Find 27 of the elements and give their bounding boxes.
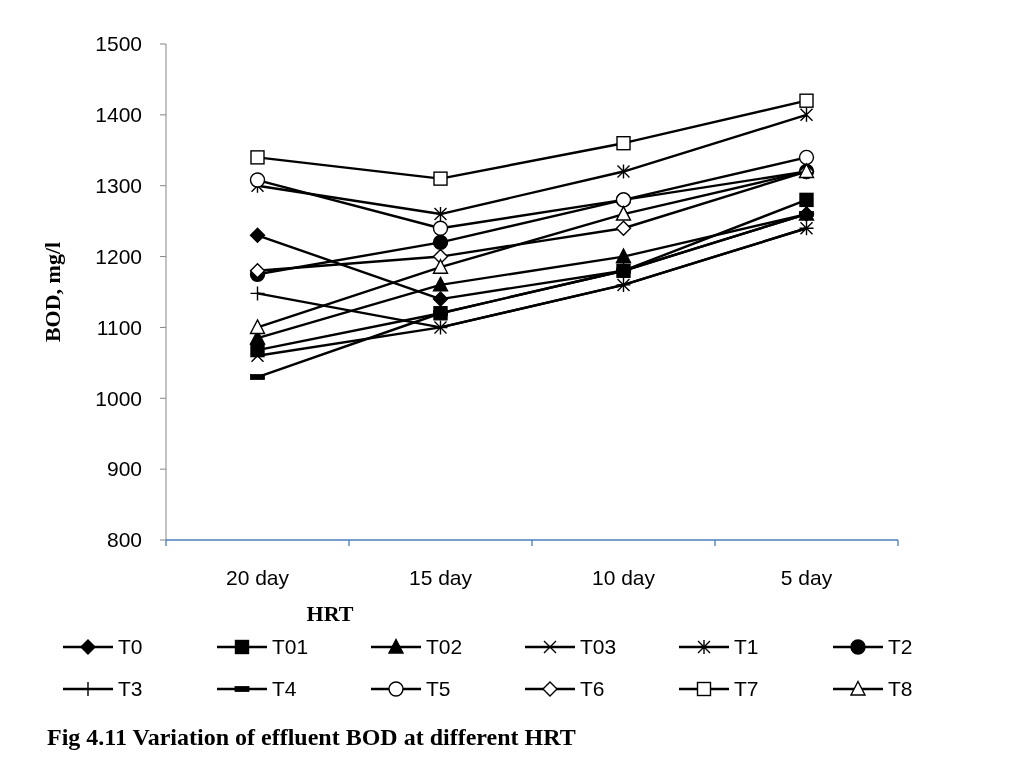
y-tick-label: 1500 — [95, 32, 142, 56]
y-tick-label: 1000 — [95, 386, 142, 410]
legend-label: T4 — [272, 677, 297, 701]
legend-label: T2 — [888, 635, 913, 659]
legend-label: T8 — [888, 677, 913, 701]
legend-label: T1 — [734, 635, 759, 659]
legend-label: T03 — [580, 635, 617, 659]
y-tick-label: 800 — [106, 528, 142, 552]
y-tick-label: 1300 — [95, 174, 142, 198]
x-tick-label: 15 day — [408, 566, 473, 590]
y-tick-label: 1100 — [96, 315, 142, 339]
legend-label: T01 — [272, 635, 309, 659]
legend-label: T0 — [118, 635, 143, 659]
legend-label: T5 — [426, 677, 451, 701]
legend-label: T02 — [426, 635, 463, 659]
legend-label: T3 — [118, 677, 143, 701]
y-axis-title: BOD, mg/l — [39, 241, 65, 343]
y-tick-label: 1200 — [95, 244, 142, 268]
text: Fig 4.11 Variation of effluent BOD at different HRT — [47, 724, 576, 751]
y-tick-label: 1400 — [95, 103, 142, 127]
y-tick-label: 900 — [106, 457, 142, 481]
x-tick-label: 10 day — [591, 566, 656, 590]
legend-label: T7 — [734, 677, 759, 701]
x-axis-title: HRT — [306, 600, 354, 626]
legend-label: T6 — [580, 677, 605, 701]
x-tick-label: 5 day — [780, 566, 833, 590]
x-tick-label: 20 day — [225, 566, 290, 590]
